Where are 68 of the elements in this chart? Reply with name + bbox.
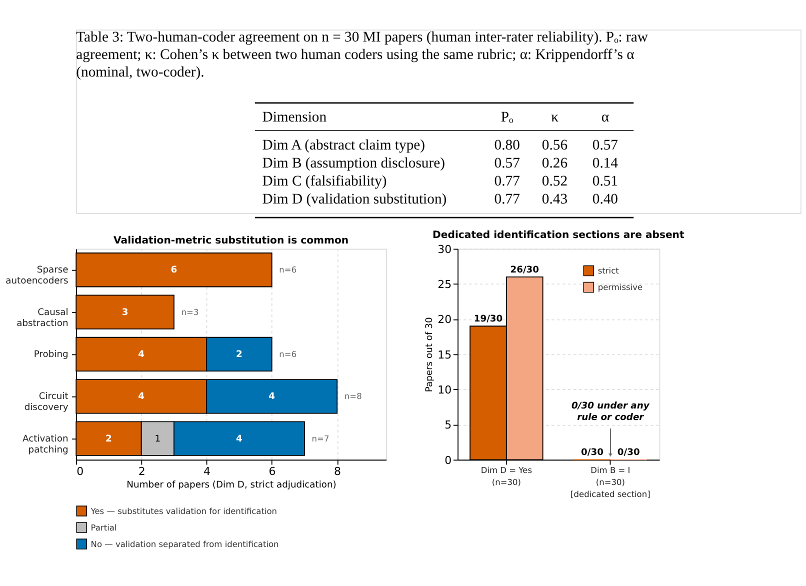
text: Dimension (262, 109, 328, 126)
data-label: 0/30 (580, 447, 604, 458)
total-label: n=8 (344, 391, 362, 402)
text: 0.14 (592, 156, 619, 172)
x-tick-label: 2 (138, 464, 146, 478)
data-label: 3 (122, 306, 128, 318)
y-tick-label: 20 (438, 313, 452, 326)
data-label: 6 (170, 264, 178, 276)
data-label: 4 (236, 433, 242, 444)
total-label: n=6 (279, 348, 297, 359)
total-label: n=3 (181, 306, 199, 317)
text: 0.56 (542, 138, 568, 154)
y-tick-label: Sparse autoencoders (6, 264, 69, 287)
category-label: Pₒ (500, 109, 514, 126)
y-tick-label: 15 (438, 348, 452, 362)
y-tick-label: 10 (438, 384, 452, 397)
data-label: 4 (138, 391, 145, 402)
category-label: Dim B (assumption disclosure) (262, 156, 446, 172)
total-label: n=6 (279, 264, 297, 275)
y-tick-label: Activation patching (22, 433, 69, 456)
legend-label: Yes — substitutes validation for identification (90, 506, 278, 516)
category-label: Dim A (abstract claim type) (262, 138, 426, 154)
x-tick-label: 6 (268, 464, 276, 478)
data-label: 4 (268, 391, 276, 402)
chart-title: Validation-metric substitution is common (114, 235, 349, 246)
x-axis-title: Number of papers (Dim D, strict adjudication) (126, 480, 336, 491)
total-label: n=7 (312, 433, 330, 444)
x-tick-label: 0 (76, 464, 84, 478)
legend-label: Partial (90, 522, 117, 532)
text: 0.52 (542, 174, 568, 190)
data-label: 0/30 (617, 447, 640, 458)
x-tick-label: 8 (334, 464, 342, 478)
text: 0.51 (592, 174, 618, 190)
data-label: 19/30 (474, 314, 503, 325)
text: 0.26 (542, 156, 568, 172)
annotation: 0/30 under any rule or coder (572, 400, 650, 424)
data-label: 26/30 (510, 264, 540, 276)
text: 0.57 (494, 156, 520, 172)
y-tick-label: 25 (438, 278, 452, 292)
x-tick-label: 4 (204, 464, 211, 478)
text: 0.80 (494, 138, 520, 154)
text: 0.57 (592, 138, 618, 154)
text: Table 3: Two-human-coder agreement on n = 30 MI papers (human inter-rater reliability). Pₒ: raw agreement; κ: Cohen’s κ between two human coders using the same rubric; α: Krippendorff’s α (nominal, two-coder). (76, 30, 648, 80)
chart-title: Dedicated identification sections are absent (432, 230, 684, 241)
legend-label: strict (598, 266, 620, 276)
text: 0.40 (592, 191, 618, 208)
y-tick-label: Probing (34, 348, 68, 360)
x-tick-label: Dim B = I (n=30) [dedicated section] (570, 464, 650, 499)
category-label: κ (551, 109, 560, 126)
data-label: 1 (154, 433, 161, 444)
text: 0.43 (542, 191, 568, 208)
category-label: Dim C (falsifiability) (262, 174, 387, 190)
text: 0.77 (494, 174, 520, 190)
data-label: 4 (138, 348, 145, 360)
legend-label: permissive (598, 282, 643, 292)
legend-label: No — validation separated from identification (90, 538, 279, 549)
category-label: Dim D (validation substitution) (262, 191, 447, 208)
y-tick-label: 5 (444, 418, 452, 432)
y-axis-title: Papers out of 30 (424, 317, 436, 392)
data-label: 2 (106, 433, 112, 444)
data-label: 2 (236, 348, 242, 360)
y-tick-label: 30 (438, 242, 452, 256)
y-tick-label: Circuit discovery (24, 391, 69, 414)
y-tick-label: 0 (444, 454, 452, 467)
category-label: α (601, 109, 610, 126)
x-tick-label: Dim D = Yes (n=30) (480, 464, 532, 487)
y-tick-label: Causal abstraction (16, 306, 69, 329)
text: 0.77 (494, 191, 520, 208)
